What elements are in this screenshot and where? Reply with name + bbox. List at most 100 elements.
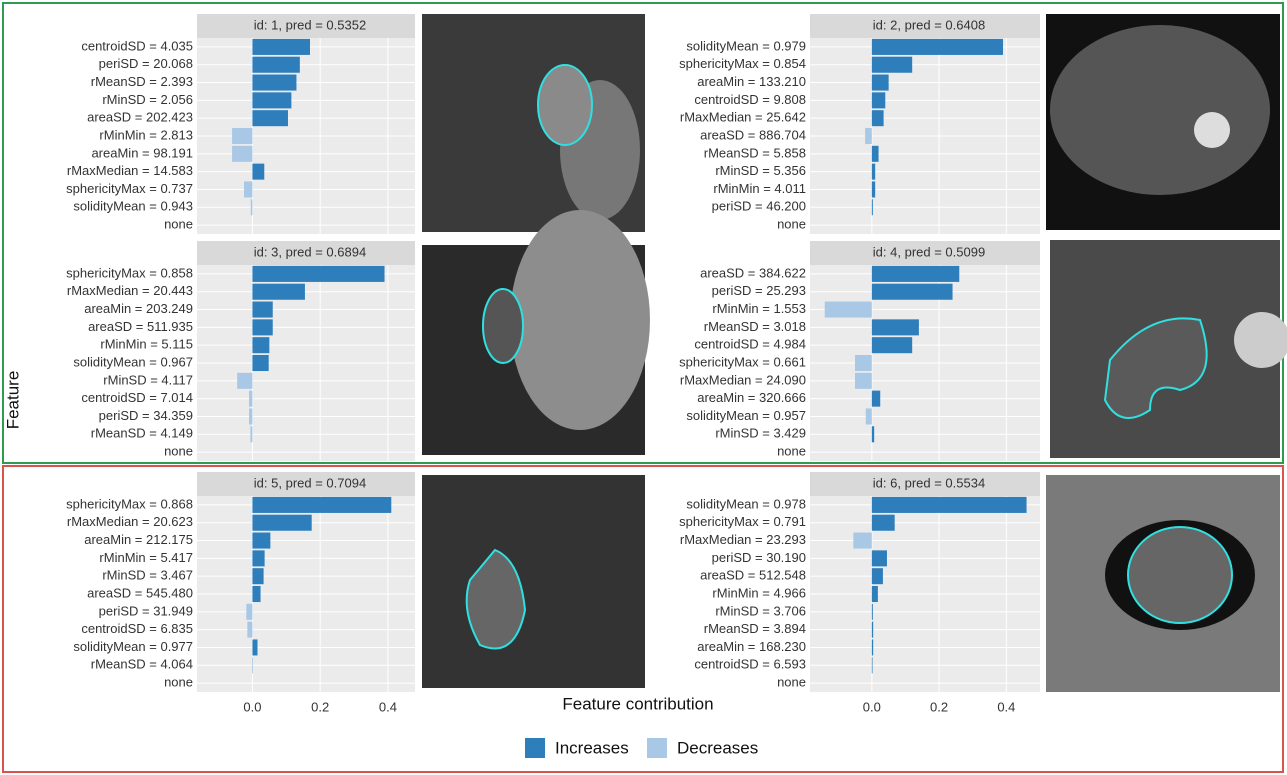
y-tick-label: areaMin = 320.666 (697, 390, 806, 405)
bar (872, 497, 1027, 513)
y-tick-label: rMeanSD = 3.018 (704, 319, 806, 334)
ct-organ (510, 210, 650, 430)
bar (252, 110, 288, 126)
bar (855, 355, 872, 371)
bar (252, 497, 391, 513)
y-tick-label: centroidSD = 4.984 (694, 337, 806, 352)
bar (872, 515, 895, 531)
ct-contour (483, 289, 523, 363)
bar (250, 426, 252, 442)
y-tick-label: sphericityMax = 0.854 (679, 56, 806, 71)
ct-contour (538, 65, 592, 145)
y-tick-label: areaSD = 545.480 (87, 585, 193, 600)
bar (252, 92, 291, 108)
bar (872, 266, 959, 282)
y-tick-label: none (777, 217, 806, 232)
y-tick-label: none (777, 675, 806, 690)
bar (872, 639, 873, 655)
y-tick-label: sphericityMax = 0.661 (679, 354, 806, 369)
x-tick-label: 0.4 (379, 699, 397, 714)
bar (872, 604, 873, 620)
panel-title: id: 1, pred = 0.5352 (254, 17, 366, 32)
y-tick-label: rMeanSD = 4.149 (91, 426, 193, 441)
y-tick-label: rMaxMedian = 25.642 (680, 110, 806, 125)
bar (872, 92, 885, 108)
bar (252, 266, 384, 282)
y-tick-label: areaMin = 168.230 (697, 639, 806, 654)
y-tick-label: rMinMin = 4.966 (712, 585, 806, 600)
figure: Feature Feature contribution id: 1, pred… (0, 0, 1287, 775)
panel-title: id: 2, pred = 0.6408 (873, 17, 985, 32)
bar (237, 373, 252, 389)
bar (872, 391, 880, 407)
bar (872, 75, 889, 91)
bar (232, 128, 252, 144)
y-tick-label: centroidSD = 9.808 (694, 92, 806, 107)
y-tick-label: rMinSD = 3.706 (715, 603, 806, 618)
y-tick-label: centroidSD = 7.014 (81, 390, 193, 405)
y-tick-label: rMaxMedian = 24.090 (680, 372, 806, 387)
y-tick-label: rMaxMedian = 23.293 (680, 532, 806, 547)
ct-contour (1128, 527, 1232, 623)
bar (872, 622, 873, 638)
y-tick-label: rMinMin = 5.417 (99, 550, 193, 565)
bar (872, 164, 875, 180)
y-tick-label: solidityMean = 0.957 (686, 408, 806, 423)
bar (249, 408, 252, 424)
bar (252, 302, 272, 318)
bar (252, 355, 268, 371)
y-tick-label: none (164, 675, 193, 690)
y-tick-label: rMaxMedian = 20.443 (67, 283, 193, 298)
bar (872, 568, 883, 584)
bar (252, 319, 272, 335)
bar (872, 426, 874, 442)
y-tick-label: rMinSD = 3.467 (102, 568, 193, 583)
y-tick-label: areaSD = 511.935 (88, 319, 193, 334)
y-tick-label: centroidSD = 4.035 (81, 38, 193, 53)
panel-title: id: 6, pred = 0.5534 (873, 475, 985, 490)
bar (232, 146, 252, 162)
bar (872, 39, 1003, 55)
bar (252, 39, 310, 55)
ct-organ (1050, 25, 1270, 195)
legend-swatch (525, 738, 545, 758)
panel-title: id: 3, pred = 0.6894 (254, 244, 366, 259)
y-tick-label: rMeanSD = 2.393 (91, 74, 193, 89)
bar (251, 199, 253, 215)
y-tick-label: rMinSD = 5.356 (715, 163, 806, 178)
bar (872, 181, 875, 197)
y-tick-label: rMinMin = 5.115 (100, 337, 193, 352)
y-tick-label: solidityMean = 0.977 (73, 639, 193, 654)
bar (247, 622, 252, 638)
bar (252, 75, 296, 91)
y-tick-label: rMeanSD = 4.064 (91, 657, 193, 672)
y-tick-label: solidityMean = 0.943 (73, 199, 193, 214)
y-tick-label: solidityMean = 0.979 (686, 38, 806, 53)
bar (872, 146, 879, 162)
ct-bone (1194, 112, 1230, 148)
y-tick-label: solidityMean = 0.978 (686, 496, 806, 511)
x-tick-label: 0.2 (311, 699, 329, 714)
bar (252, 568, 263, 584)
y-tick-label: areaMin = 203.249 (84, 301, 193, 316)
x-tick-label: 0.0 (863, 699, 881, 714)
bar (853, 533, 872, 549)
y-tick-label: rMeanSD = 3.894 (704, 621, 806, 636)
bar (252, 639, 257, 655)
bar (872, 110, 884, 126)
bar (872, 586, 878, 602)
panel-title: id: 4, pred = 0.5099 (873, 244, 985, 259)
bar (252, 284, 305, 300)
bar (252, 337, 269, 353)
bar (252, 57, 299, 73)
y-tick-label: sphericityMax = 0.737 (66, 181, 193, 196)
y-tick-label: sphericityMax = 0.791 (679, 514, 806, 529)
y-tick-label: rMinMin = 4.011 (713, 181, 806, 196)
y-tick-label: areaSD = 512.548 (700, 568, 806, 583)
panel-title: id: 5, pred = 0.7094 (254, 475, 366, 490)
bar (872, 319, 919, 335)
x-tick-label: 0.0 (243, 699, 261, 714)
bar (872, 284, 953, 300)
bar (244, 181, 252, 197)
x-tick-label: 0.2 (930, 699, 948, 714)
